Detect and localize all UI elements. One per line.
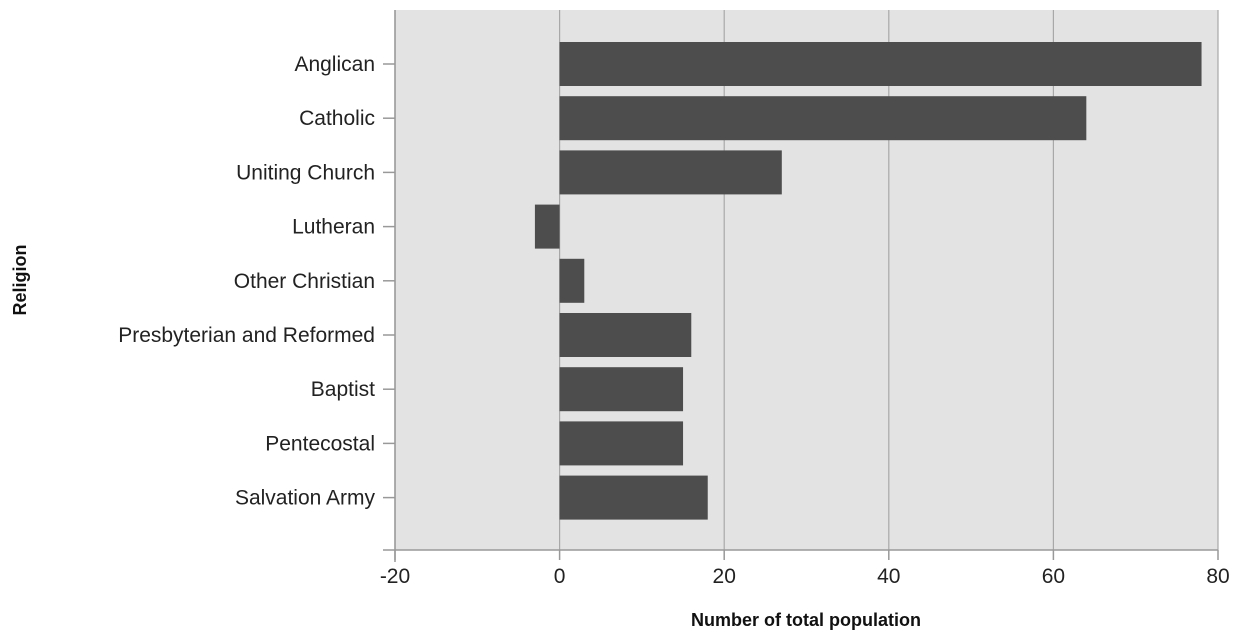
y-axis-title: Religion <box>10 245 30 316</box>
x-axis-title: Number of total population <box>691 610 921 630</box>
y-axis: Anglican Catholic Uniting Church Lutheran Ot… <box>118 10 396 562</box>
x-tick-label: 0 <box>554 565 566 588</box>
x-tick-label: -20 <box>380 565 410 588</box>
bar-other-christian <box>559 258 585 303</box>
bars <box>534 42 1202 520</box>
bar-presbyterian-and-reformed <box>559 313 692 357</box>
category-label: Salvation Army <box>235 487 376 510</box>
bar-catholic <box>559 96 1087 141</box>
category-label: Anglican <box>294 53 375 76</box>
category-label: Uniting Church <box>236 161 375 184</box>
bar-lutheran <box>534 204 560 249</box>
x-tick-label: 80 <box>1206 565 1229 588</box>
bar-pentecostal <box>559 421 684 466</box>
x-axis: -20 0 20 40 60 80 <box>380 549 1230 588</box>
bar-uniting-church <box>559 150 782 195</box>
plot-background <box>395 10 1218 550</box>
x-tick-label: 20 <box>713 565 736 588</box>
category-label: Pentecostal <box>265 432 375 455</box>
x-tick-label: 40 <box>877 565 900 588</box>
x-tick-label: 60 <box>1042 565 1065 588</box>
bar-baptist <box>559 367 684 412</box>
category-label: Lutheran <box>292 216 375 239</box>
category-label: Presbyterian and Reformed <box>118 324 375 347</box>
category-label: Catholic <box>299 107 375 130</box>
category-label: Other Christian <box>234 270 375 293</box>
bar-salvation-army <box>559 475 708 520</box>
category-label: Baptist <box>311 378 375 401</box>
bar-anglican <box>559 42 1202 86</box>
